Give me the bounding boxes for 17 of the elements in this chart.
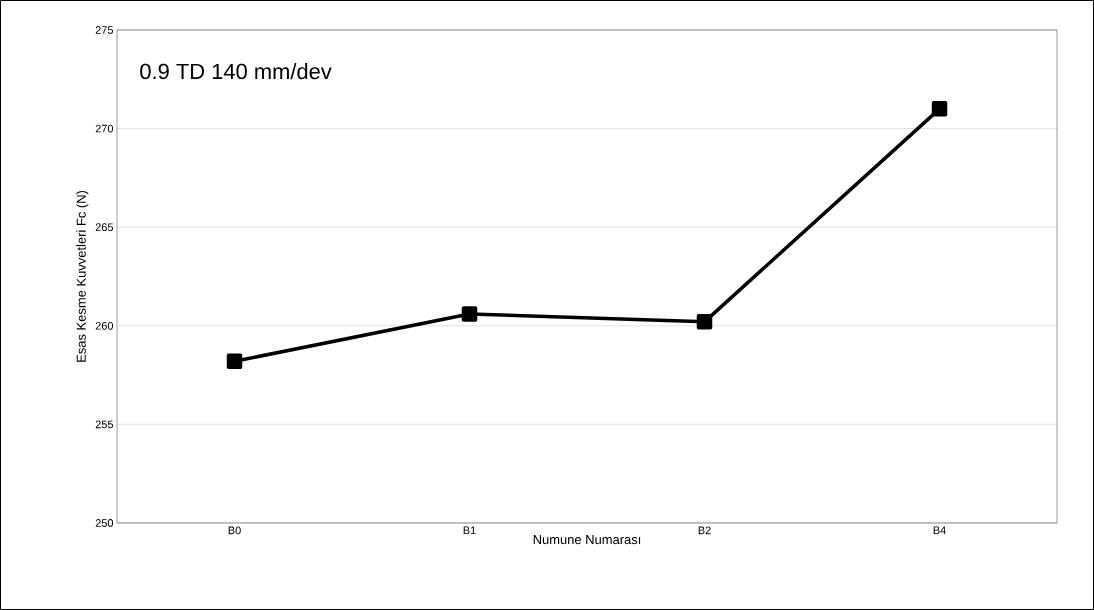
point	[461, 306, 478, 322]
point	[931, 101, 948, 117]
x-axis-title: Numune Numarası	[533, 535, 641, 545]
annotation: 0.9 TD 140 mm/dev	[140, 63, 332, 80]
y-axis-title: Esas Kesme Kuvvetleri Fc (N)	[76, 190, 89, 362]
point	[226, 353, 243, 370]
point	[696, 314, 713, 330]
y-tick-label: 260	[95, 321, 114, 330]
x-tick-label: B4	[933, 526, 946, 535]
y-tick-label: 265	[95, 223, 114, 232]
y-tick-label: 255	[95, 420, 114, 429]
y-tick-label: 275	[95, 26, 114, 34]
y-tick-label: 270	[95, 124, 114, 133]
y-tick-label: 250	[95, 519, 114, 527]
x-tick-label: B0	[228, 526, 241, 535]
x-tick-label: B2	[698, 526, 711, 535]
x-tick-label: B1	[463, 526, 476, 535]
